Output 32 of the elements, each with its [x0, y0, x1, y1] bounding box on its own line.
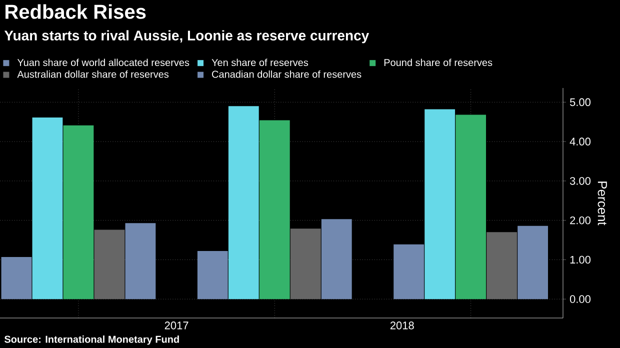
y-tick-label: 4.00 — [570, 138, 591, 146]
bar — [1, 256, 32, 300]
y-tick-label: 3.00 — [570, 177, 591, 185]
legend-label: Yuan share of world allocated reserves — [17, 58, 190, 66]
bar — [321, 219, 352, 300]
chart-title: Redback Rises — [6, 4, 146, 19]
bar — [259, 120, 290, 300]
y-tick-label: 5.00 — [570, 98, 591, 106]
bar — [197, 251, 228, 300]
legend-label: Canadian dollar share of reserves — [212, 70, 362, 78]
legend-label: Australian dollar share of reserves — [17, 70, 169, 78]
bar — [518, 226, 548, 300]
y-tick-label: 2.00 — [570, 216, 591, 224]
y-axis-title: Percent — [598, 182, 607, 226]
bar — [228, 106, 259, 300]
text: 2018 — [390, 322, 414, 330]
legend-label: Pound share of reserves — [384, 58, 492, 66]
text: 2017 — [164, 322, 188, 330]
chart-subtitle: Yuan starts to rival Aussie, Loonie as reserve currency — [4, 30, 370, 44]
source-note: Source: International Monetary Fund — [4, 335, 179, 345]
bar — [94, 230, 125, 300]
bar — [32, 118, 63, 300]
y-tick-label: 0.00 — [570, 295, 591, 303]
bar — [486, 232, 518, 300]
bar — [63, 125, 94, 300]
legend-label: Yen share of reserves — [212, 58, 308, 66]
bar — [125, 223, 156, 300]
bar — [424, 109, 456, 300]
bar — [290, 228, 321, 300]
bar — [394, 244, 424, 300]
y-tick-label: 1.00 — [570, 256, 591, 264]
bar — [456, 114, 486, 300]
